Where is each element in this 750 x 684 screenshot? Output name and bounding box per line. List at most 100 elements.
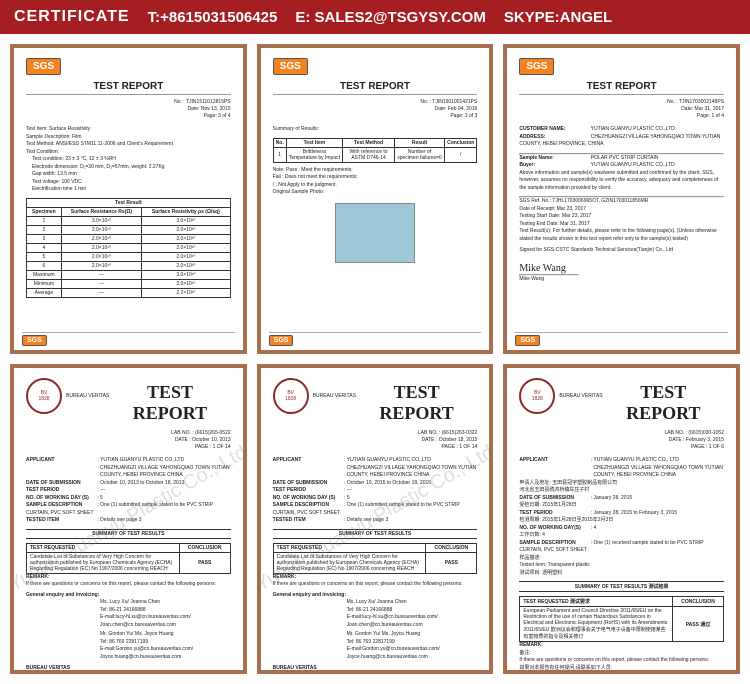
val: January 28, 2015 to February 3, 2015 <box>594 510 678 516</box>
bv-seal-icon: BV1828 <box>26 378 62 414</box>
col-head: Result <box>394 138 444 147</box>
header-tel: T:+8615031506425 <box>148 9 278 26</box>
report-title: TEST REPORT <box>26 81 231 95</box>
report-page: 3 of 4 <box>218 113 231 119</box>
test-info: Test Item: Surface Resistivity Sample De… <box>26 126 231 194</box>
col-head: Surface Resistivity ρs (Ω/sq) <box>142 207 231 216</box>
table-title: Test Result <box>27 198 231 207</box>
ref-block: SGS Ref. No.: TJHL1703006965OT, GZIN1703… <box>519 198 724 243</box>
val: YUTIAN GUANYU PLASTIC CO.,LTD <box>347 457 431 463</box>
bv-label: BUREAU VERITAS <box>313 393 356 399</box>
cell: 2.0×10¹⁰ <box>61 225 141 234</box>
cell: 2.0×10¹⁰ <box>61 234 141 243</box>
val: January 28, 2015 <box>594 495 633 501</box>
contact: Mr. Gordon Yu/ Ms. Joyce Huang Tel: 86 7… <box>26 631 231 661</box>
cell: PASS <box>426 552 477 573</box>
remark-label: REMARK: <box>273 574 343 582</box>
applicant-block: APPLICANT : YUTIAN GUANYU PLASTIC CO., L… <box>519 457 724 577</box>
info-line: Sample Description: Film <box>26 134 231 142</box>
report-no: TJIN1601001421PS <box>432 99 477 105</box>
header-certificate: CERTIFICATE <box>14 8 130 26</box>
col-head: Test Method <box>343 138 395 147</box>
col-head: TEST REQUESTED <box>273 543 426 552</box>
bv-label: BUREAU VERITAS <box>559 393 602 399</box>
val: CHEZHUANGZI VILLAGE YAHONGQIAO TOWN YUTI… <box>26 465 231 480</box>
signature: Mike Wang <box>519 263 724 274</box>
cell: — <box>61 279 141 288</box>
cell: PASS 通过 <box>673 607 724 642</box>
report-page: 1 of 4 <box>711 113 724 119</box>
col-head: TEST REQUESTED 测试要求 <box>520 597 673 607</box>
report-page: 2 of 3 <box>465 113 478 119</box>
bv-seal-icon: BV1828 <box>273 378 309 414</box>
cert-card-4: Yutian Guanyu Plastic Co., Ltd BV1828 BU… <box>10 364 247 674</box>
cell: — <box>61 270 141 279</box>
report-title: TEST REPORT <box>519 81 724 95</box>
result-table: Test Result Specimen Surface Resistance … <box>26 198 231 298</box>
cell: 4 <box>27 243 62 252</box>
report-date: February 3, 2015 <box>686 437 724 443</box>
val: 5 <box>347 495 350 501</box>
cell: Candidate List of Substances of Very Hig… <box>273 552 426 573</box>
meta-block: LAB NO. : (6615)030-1052 DATE : February… <box>603 430 724 451</box>
cell: 3.0×10¹⁰ <box>142 270 231 279</box>
val: October 10, 2013 to October 18, 2013 <box>100 480 184 486</box>
report-date: Feb 04, 2016 <box>448 106 477 112</box>
cell: 2.2×10¹⁰ <box>142 288 231 297</box>
val: 4 <box>594 525 597 531</box>
contact: Ms. Lucy Xu/ Joanna Chen Tel: 86-21 2416… <box>273 599 478 629</box>
report-date: Mar 31, 2017 <box>695 106 724 112</box>
sample-block: Sample Name: POLAR PVC STRIP CURTAIN Buy… <box>519 155 724 193</box>
applicant-block: APPLICANT : YUTIAN GUANYU PLASTIC CO.,LT… <box>273 457 478 525</box>
cell: Number of specimen failures=0 <box>394 147 444 162</box>
cell: Candidate List of Substances of Very Hig… <box>27 552 180 573</box>
info-line: Test Method: ANSI/ESD STM11.11-2006 and … <box>26 141 231 149</box>
val: Test Result(s): For further details, ple… <box>519 228 724 243</box>
summary-band: SUMMARY OF TEST RESULTS <box>26 529 231 539</box>
summary-band: SUMMARY OF TEST RESULTS 测试结果 <box>519 581 724 592</box>
val: SGS Ref. No.: TJHL1703006965OT, GZIN1703… <box>519 198 724 206</box>
col-head: CONCLUSION <box>426 543 477 552</box>
val: --- <box>100 487 105 493</box>
cert-card-2: SGS TEST REPORT No. : TJIN1601001421PS D… <box>257 44 494 354</box>
lab-no: (6615)265-0522 <box>195 430 231 436</box>
meta-block: No. : TJIN1601001421PS Date: Feb 04, 201… <box>273 99 478 120</box>
val: Testing End Date: Mar 31, 2017 <box>519 221 724 229</box>
info-line: Test voltage: 100 VDC <box>26 179 231 187</box>
info-line: Electrification time 1 min <box>26 186 231 194</box>
remark-label: REMARK: <box>26 574 96 582</box>
certificate-grid: SGS TEST REPORT No. : TJIN1511012815PS D… <box>0 34 750 684</box>
sample-photo-icon <box>335 203 415 263</box>
info-line: Test Item: Surface Resistivity <box>26 126 231 134</box>
report-title: TEST REPORT <box>273 81 478 95</box>
contact: Ms. Lucy Xu/ Joanna Chen Tel: 86-21 2416… <box>26 599 231 629</box>
val: Date of Receipt: Mar 23, 2017 <box>519 206 724 214</box>
cell: — <box>61 288 141 297</box>
cell: Brittleness Temperature by Impact <box>286 147 342 162</box>
bureau-name: BUREAU VERITAS CONSUMER PRODUCTS SERVICE… <box>273 665 478 674</box>
cell: 2.0×10¹⁰ <box>142 243 231 252</box>
remark-label: REMARK: <box>519 642 589 650</box>
enq-label: General enquiry and invoicing: <box>26 592 99 600</box>
cell: 1 <box>273 147 286 162</box>
remark-block: REMARK: If there are questions or concer… <box>273 574 478 675</box>
cell: 3 <box>27 234 62 243</box>
note-line: Note: Pass : Meet the requirements; <box>273 167 478 175</box>
enq-label: General enquiry and invoicing: <box>273 592 346 600</box>
col-head: TEST REQUESTED <box>27 543 180 552</box>
report-title: TEST REPORT <box>356 382 477 424</box>
val: 5 <box>100 495 103 501</box>
contact: Mr. Gordon Yu/ Ms. Joyce Huang Tel: 86 7… <box>273 631 478 661</box>
val: YUTIAN GUANYU PLASTIC CO.,LTD <box>100 457 184 463</box>
cert-card-3: SGS TEST REPORT No. : TJIN1703002148PS D… <box>503 44 740 354</box>
cell: 3.0×10¹⁰ <box>61 216 141 225</box>
meta-block: LAB NO. : (6615)263-0322 DATE : October … <box>356 430 477 451</box>
val: CHEZHUANGZI VILLAGE YAHONGQIAO TOWN YUTI… <box>519 465 724 480</box>
report-date: October 18, 2015 <box>439 437 478 443</box>
val: YUTIAN GUANYU PLASTIC CO.,LTD <box>591 162 675 168</box>
notes: Note: Pass : Meet the requirements; Fail… <box>273 167 478 190</box>
signed-for: Signed for SGS-CSTC Standards Technical … <box>519 247 724 255</box>
val: Tested item: Transparent plastic <box>519 562 724 570</box>
report-title: TEST REPORT <box>603 382 724 424</box>
col-head: No. <box>273 138 286 147</box>
